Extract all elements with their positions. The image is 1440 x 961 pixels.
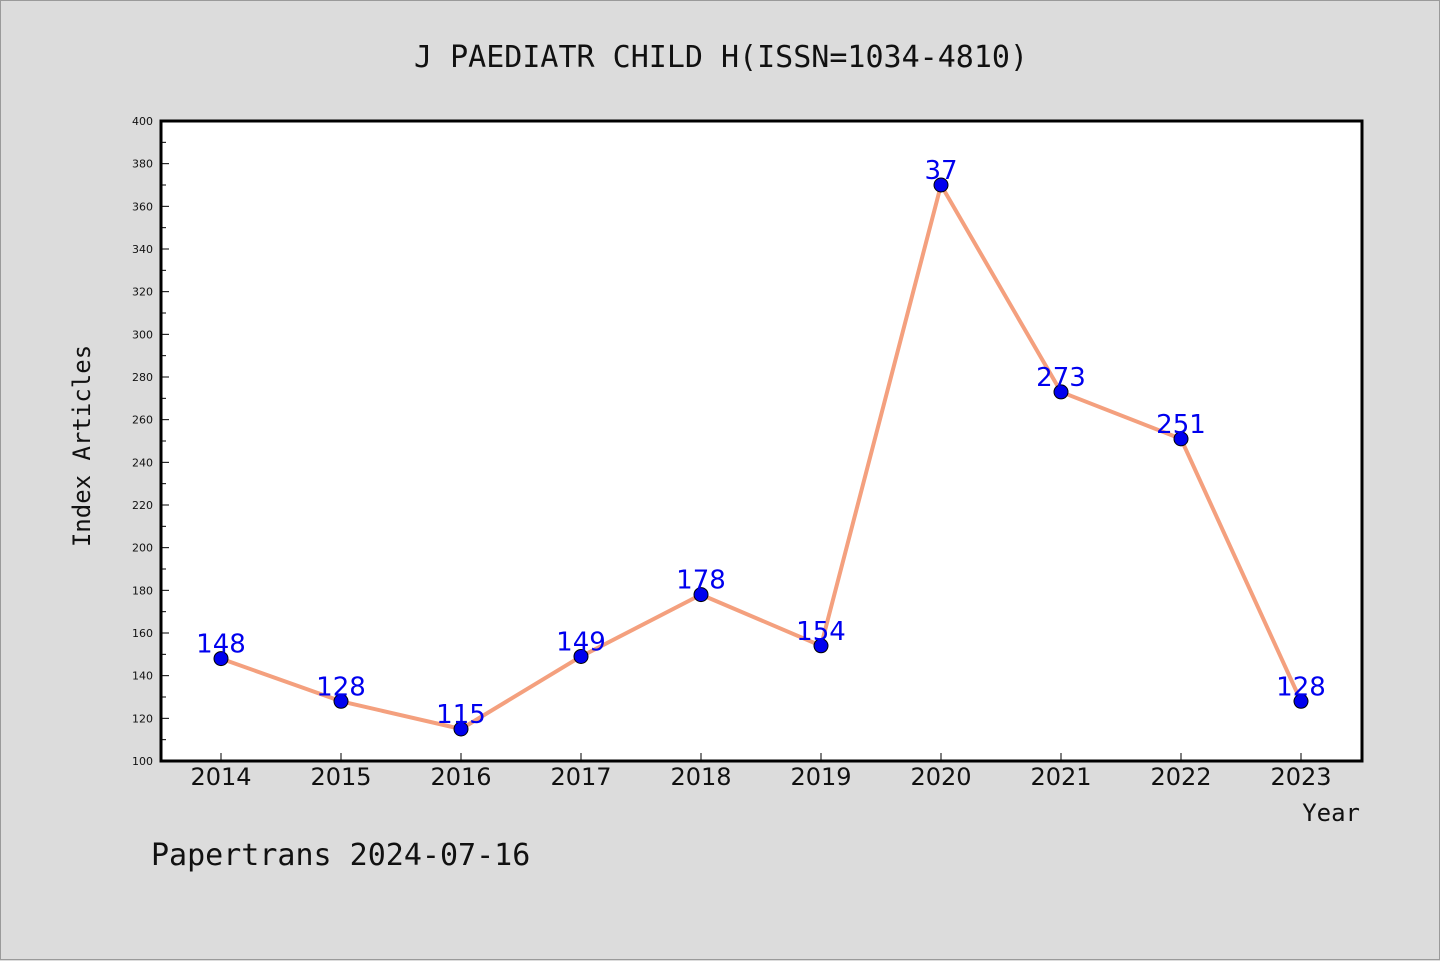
data-label: 128 xyxy=(316,672,366,702)
y-tick-label: 120 xyxy=(132,712,153,725)
y-tick-label: 240 xyxy=(132,456,153,469)
x-axis-label: Year xyxy=(1302,799,1360,827)
data-label: 273 xyxy=(1036,363,1086,393)
y-tick-label: 340 xyxy=(132,243,153,256)
data-point xyxy=(213,651,229,667)
footer-credit: Papertrans 2024-07-16 xyxy=(151,838,530,873)
data-label: 178 xyxy=(676,566,726,596)
x-tick-label: 2014 xyxy=(190,763,251,791)
data-point xyxy=(1173,431,1189,447)
x-tick-label: 2019 xyxy=(790,763,851,791)
y-tick-label: 220 xyxy=(132,499,153,512)
data-point xyxy=(693,587,709,603)
data-point xyxy=(573,648,589,664)
y-tick-label: 140 xyxy=(132,670,153,683)
y-tick-label: 280 xyxy=(132,371,153,384)
data-point xyxy=(1053,384,1069,400)
plot-area xyxy=(159,119,1364,763)
y-tick-label: 200 xyxy=(132,542,153,555)
x-tick-label: 2015 xyxy=(310,763,371,791)
y-tick-label: 100 xyxy=(132,755,153,768)
y-tick-label: 360 xyxy=(132,200,153,213)
x-tick-label: 2016 xyxy=(430,763,491,791)
data-label: 128 xyxy=(1276,672,1326,702)
x-tick-label: 2020 xyxy=(910,763,971,791)
data-label: 251 xyxy=(1156,410,1206,440)
y-tick-label: 300 xyxy=(132,328,153,341)
data-labels: 148 128 115 149 178 154 37 273 251 128 xyxy=(196,156,1326,730)
series-index-articles xyxy=(213,177,1309,737)
y-tick-label: 180 xyxy=(132,584,153,597)
y-tick-label: 400 xyxy=(132,115,153,128)
data-label: 154 xyxy=(796,617,846,647)
data-label: 115 xyxy=(436,700,486,730)
y-tick-label: 380 xyxy=(132,158,153,171)
y-tick-label: 160 xyxy=(132,627,153,640)
data-label: 37 xyxy=(924,156,957,186)
data-point xyxy=(453,721,469,737)
x-tick-label: 2022 xyxy=(1150,763,1211,791)
chart-title: J PAEDIATR CHILD H(ISSN=1034-4810) xyxy=(414,40,1028,75)
x-tick-label: 2021 xyxy=(1030,763,1091,791)
y-axis: 100 120 140 160 180 200 220 240 260 280 300 320 340 3… xyxy=(132,115,169,768)
data-label: 148 xyxy=(196,630,246,660)
series-line xyxy=(220,183,1303,731)
data-label: 149 xyxy=(556,627,606,657)
y-axis-label: Index Articles xyxy=(68,345,96,547)
x-tick-label: 2017 xyxy=(550,763,611,791)
data-point xyxy=(933,177,949,193)
data-point xyxy=(1293,693,1309,709)
data-point xyxy=(333,693,349,709)
x-tick-label: 2023 xyxy=(1270,763,1331,791)
y-tick-label: 260 xyxy=(132,414,153,427)
x-axis: 2014 2015 2016 2017 2018 2019 2020 2021 2022 2023 xyxy=(190,753,1332,791)
data-point xyxy=(813,638,829,654)
y-tick-label: 320 xyxy=(132,286,153,299)
x-tick-label: 2018 xyxy=(670,763,731,791)
